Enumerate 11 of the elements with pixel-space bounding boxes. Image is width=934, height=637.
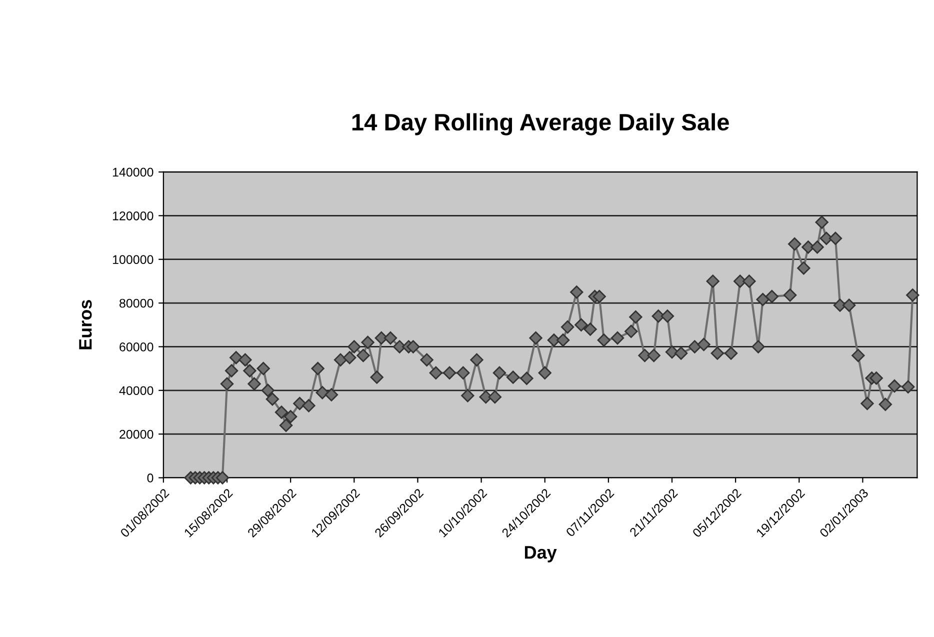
chart-title: 14 Day Rolling Average Daily Sale: [352, 113, 729, 136]
y-tick-label: 140000: [112, 168, 154, 177]
y-tick-label: 60000: [120, 342, 154, 352]
x-axis-title: Day: [524, 546, 557, 562]
y-tick-label: 20000: [120, 430, 154, 439]
y-tick-label: 120000: [112, 211, 154, 220]
y-tick-label: 100000: [112, 255, 154, 264]
y-axis-title: Euros: [79, 300, 92, 350]
y-tick-label: 0: [147, 474, 154, 482]
y-tick-label: 40000: [119, 386, 154, 396]
y-tick-label: 80000: [120, 298, 154, 308]
